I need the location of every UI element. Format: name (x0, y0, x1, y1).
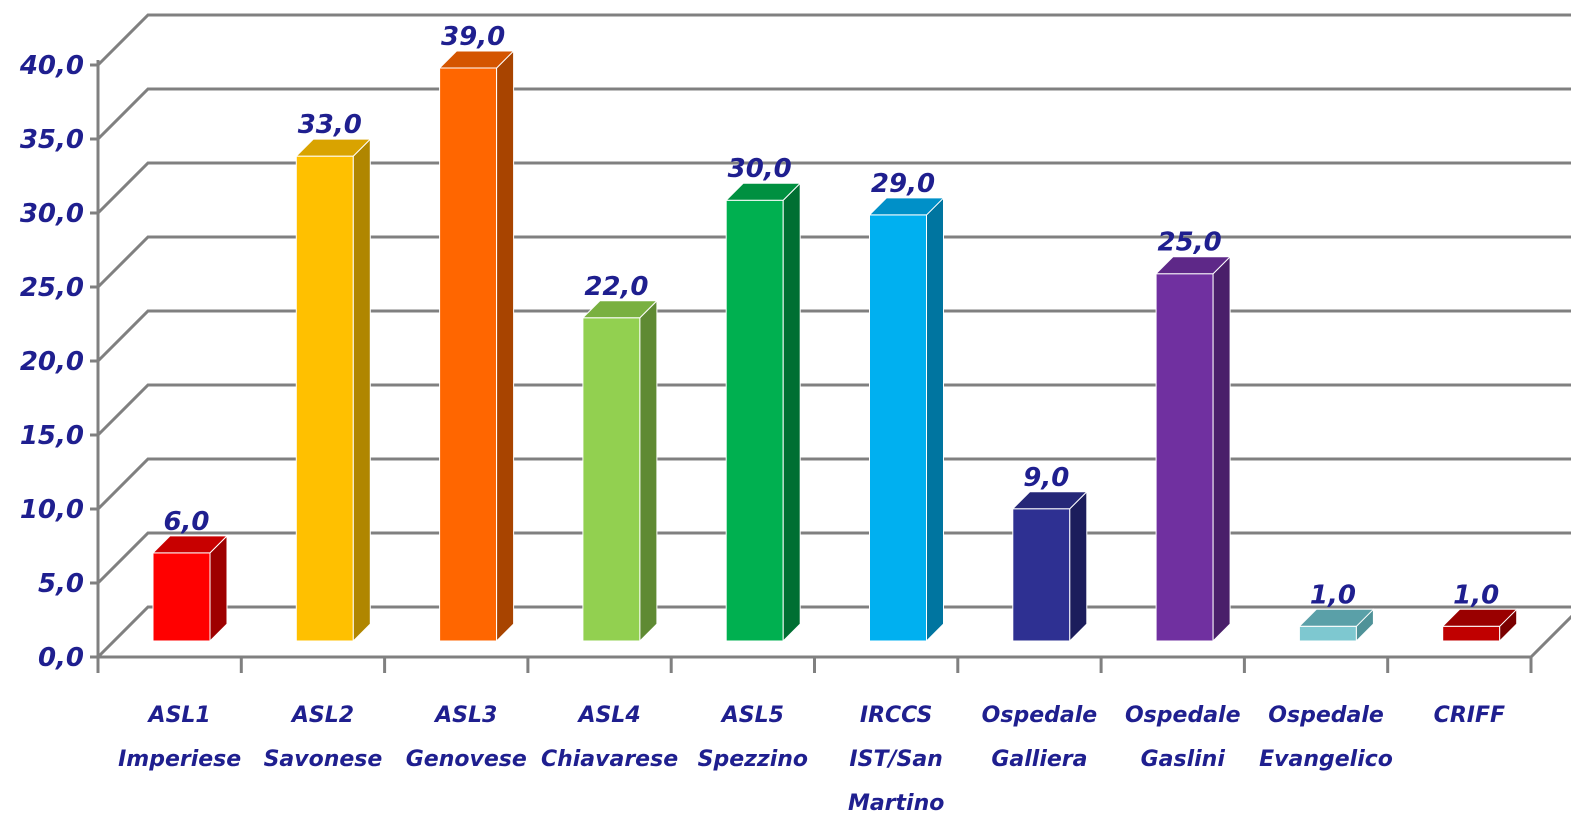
y-tick-label: 5,0 (38, 569, 84, 599)
bar (1011, 490, 1089, 643)
y-tick-label: 15,0 (20, 421, 84, 451)
gridline (96, 605, 1571, 659)
bar-top (1441, 608, 1518, 627)
bar-top (724, 182, 802, 201)
bar-side (639, 299, 658, 643)
bar-front (582, 317, 641, 642)
bar-side (496, 49, 515, 643)
data-label: 9,0 (1023, 463, 1069, 493)
bar-top (151, 535, 229, 554)
y-tick-label: 20,0 (20, 347, 84, 377)
data-labels: 6,0 33,0 39,0 22,0 30,0 29,0 9,0 25,0 1,0 1,0 (163, 22, 1499, 610)
data-label: 33,0 (298, 110, 362, 140)
gridline (96, 13, 1571, 67)
category-label: Ospedale Galliera (982, 703, 1098, 772)
bar-top (1298, 608, 1375, 627)
data-label: 22,0 (584, 272, 648, 302)
category-label: ASL3 Genovese (406, 703, 527, 772)
category-label: IRCCS IST/San Martino (848, 703, 944, 816)
bar (724, 182, 802, 643)
y-axis-tick-labels: 0,0 5,0 10,0 15,0 20,0 25,0 30,0 35,0 40,0 (19, 51, 84, 673)
y-tick-label: 40,0 (19, 51, 84, 81)
y-tick-label: 30,0 (20, 199, 84, 229)
bar-side (352, 137, 371, 643)
category-label: ASL1 Imperiese (118, 703, 241, 772)
gridline (96, 87, 1571, 141)
bar-top (1011, 491, 1089, 510)
bar (581, 299, 659, 643)
category-label: Ospedale Evangelico (1259, 703, 1393, 772)
bar-side (926, 196, 944, 643)
bar-side (782, 182, 801, 643)
category-label: ASL4 Chiavarese (541, 703, 678, 772)
bar-front (295, 155, 354, 642)
bar (1154, 255, 1232, 643)
bar-side (209, 534, 228, 643)
data-label: 30,0 (728, 154, 792, 184)
bar-front (1155, 273, 1214, 642)
bars (151, 49, 1518, 643)
axes (90, 60, 1571, 673)
bar (151, 534, 229, 643)
bar (1441, 608, 1518, 643)
bar-top (581, 300, 659, 319)
data-label: 1,0 (1453, 580, 1499, 610)
gridline (96, 235, 1571, 289)
bar-front (152, 552, 211, 642)
y-tick-label: 0,0 (38, 643, 84, 673)
y-tick-label: 35,0 (20, 125, 84, 155)
bar-top (1154, 256, 1232, 275)
bar (1298, 608, 1375, 643)
bar-side (1069, 490, 1088, 643)
gridlines (96, 13, 1571, 659)
bar-front (725, 199, 784, 642)
category-label: Ospedale Gaslini (1125, 703, 1241, 772)
bar (295, 137, 372, 643)
category-label: ASL2 Savonese (264, 703, 383, 772)
gridline (96, 531, 1571, 585)
gridline (96, 161, 1571, 215)
bar-front (1012, 508, 1071, 642)
bar-front (869, 214, 927, 642)
bar-top (295, 138, 372, 157)
data-label: 6,0 (163, 507, 209, 537)
bar-side (1212, 255, 1231, 643)
gridline (96, 309, 1571, 363)
gridline (96, 457, 1571, 511)
data-label: 39,0 (441, 22, 505, 52)
bar (438, 49, 515, 643)
y-tick-label: 25,0 (20, 273, 84, 303)
bar-front (1298, 625, 1357, 642)
bar (868, 196, 945, 643)
category-label: CRIFF (1434, 703, 1505, 728)
data-label: 1,0 (1310, 580, 1356, 610)
bar-top (868, 197, 945, 216)
y-tick-label: 10,0 (20, 495, 84, 525)
bar-front (1442, 625, 1501, 642)
category-label: ASL5 Spezzino (698, 703, 808, 772)
bar-front (439, 67, 498, 642)
gridline (96, 383, 1571, 437)
bar-top (438, 50, 515, 69)
data-label: 29,0 (871, 169, 935, 199)
data-label: 25,0 (1158, 228, 1222, 258)
